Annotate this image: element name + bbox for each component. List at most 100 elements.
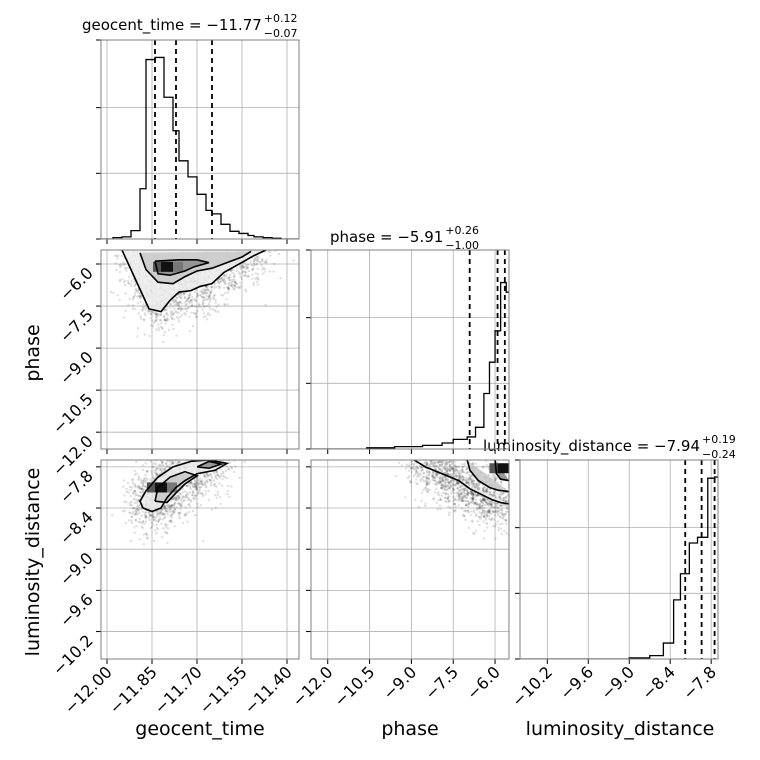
- scatter-point: [213, 472, 216, 475]
- scatter-point: [160, 327, 164, 330]
- scatter-point: [157, 464, 160, 467]
- scatter-point: [253, 259, 256, 263]
- scatter-point: [233, 246, 235, 248]
- scatter-point: [146, 537, 149, 540]
- scatter-point: [254, 258, 258, 261]
- scatter-point: [199, 480, 203, 483]
- scatter-point: [466, 489, 469, 492]
- scatter-point: [499, 511, 502, 515]
- scatter-point: [206, 291, 209, 295]
- scatter-point: [445, 478, 448, 481]
- scatter-point: [161, 461, 164, 465]
- xtick-label-luminosity_distance: −7.8: [679, 662, 720, 703]
- scatter-point: [458, 474, 462, 477]
- scatter-point: [452, 469, 455, 472]
- scatter-point: [154, 467, 157, 471]
- scatter-point: [514, 520, 516, 522]
- scatter-point: [215, 305, 218, 309]
- scatter-point: [502, 513, 505, 516]
- scatter-point: [160, 322, 163, 325]
- scatter-content-1: [111, 453, 246, 546]
- scatter-point: [194, 313, 197, 316]
- scatter-point: [458, 453, 460, 455]
- scatter-point: [239, 243, 241, 245]
- scatter-point: [435, 473, 438, 476]
- scatter-point: [205, 305, 209, 308]
- scatter-point: [486, 526, 489, 529]
- scatter-point: [171, 304, 174, 308]
- scatter-point: [191, 491, 195, 494]
- scatter-point: [166, 510, 169, 514]
- scatter-point: [134, 510, 137, 513]
- scatter-point: [413, 434, 415, 436]
- scatter-point: [141, 488, 144, 492]
- scatter-point: [201, 295, 204, 299]
- scatter-point: [242, 274, 246, 277]
- scatter-point: [187, 294, 191, 297]
- scatter-point: [474, 494, 478, 497]
- scatter-point: [142, 543, 145, 546]
- scatter-point: [439, 498, 443, 501]
- scatter-point: [124, 267, 127, 270]
- scatter-point: [483, 506, 486, 509]
- scatter-point: [476, 485, 479, 488]
- scatter-point: [488, 511, 491, 515]
- scatter-point: [520, 496, 522, 498]
- scatter-point: [222, 274, 226, 277]
- scatter-point: [432, 476, 435, 479]
- scatter-point: [437, 481, 440, 484]
- scatter-point: [195, 483, 198, 486]
- scatter-point: [172, 461, 175, 464]
- scatter-point: [251, 245, 253, 247]
- scatter-point: [215, 496, 218, 499]
- scatter-point: [143, 333, 146, 336]
- scatter-point: [176, 301, 179, 304]
- scatter-point: [148, 518, 151, 522]
- scatter-point: [136, 513, 140, 516]
- scatter-point: [510, 506, 512, 508]
- scatter-point: [439, 486, 442, 490]
- scatter-point: [154, 313, 158, 317]
- scatter-point: [456, 465, 459, 468]
- scatter-point: [495, 506, 498, 509]
- scatter-point: [200, 483, 204, 486]
- scatter-point: [169, 520, 172, 523]
- scatter-point: [176, 502, 179, 505]
- scatter-point: [463, 488, 466, 491]
- scatter-point: [485, 460, 488, 463]
- scatter-point: [235, 282, 238, 285]
- scatter-point: [256, 267, 260, 270]
- scatter-point: [476, 520, 480, 523]
- scatter-point: [222, 472, 225, 475]
- xtick-label-luminosity_distance: −10.2: [508, 662, 556, 710]
- scatter-point: [226, 277, 230, 280]
- scatter-point: [428, 480, 432, 483]
- scatter-point: [182, 453, 184, 455]
- scatter-point: [118, 298, 122, 301]
- scatter-point: [495, 502, 498, 505]
- scatter-point: [478, 451, 480, 453]
- scatter-point: [441, 454, 443, 456]
- scatter-point: [162, 468, 165, 471]
- scatter-point: [434, 461, 437, 464]
- scatter-point: [485, 488, 488, 491]
- scatter-point: [179, 306, 183, 310]
- scatter-point: [516, 487, 518, 489]
- scatter-point: [464, 480, 468, 483]
- scatter-point: [231, 247, 233, 249]
- scatter-point: [444, 496, 447, 500]
- scatter-point: [526, 499, 528, 501]
- scatter-point: [460, 470, 464, 474]
- scatter-point: [177, 491, 181, 495]
- scatter-point: [465, 471, 469, 474]
- title-geocent-time: geocent_time = −11.77 +0.12 −0.07: [82, 12, 298, 40]
- scatter-point: [178, 300, 181, 303]
- scatter-point: [448, 460, 451, 464]
- scatter-point: [186, 491, 189, 494]
- scatter-point: [466, 481, 469, 484]
- scatter-point: [255, 260, 259, 263]
- scatter-point: [144, 511, 147, 514]
- scatter-point: [459, 497, 462, 501]
- scatter-point: [169, 505, 173, 508]
- scatter-point: [136, 498, 139, 501]
